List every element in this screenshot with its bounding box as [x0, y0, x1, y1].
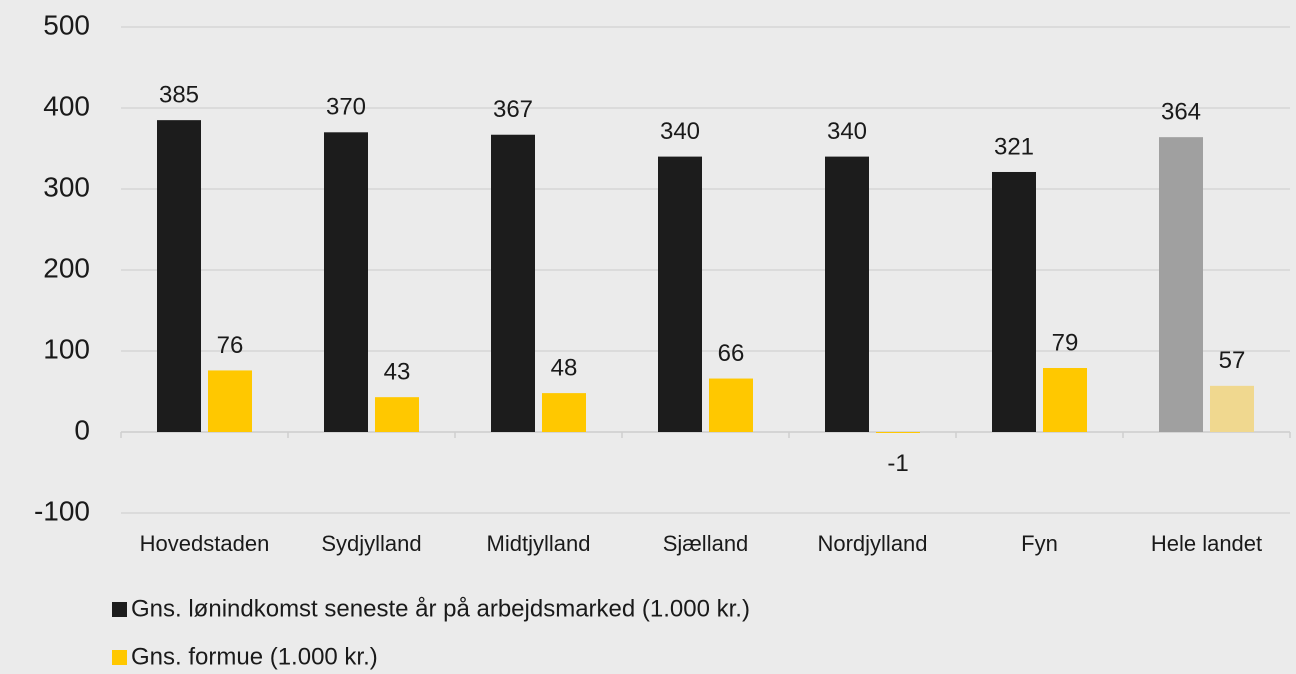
value-label: 340	[827, 118, 867, 145]
y-tick-label: 500	[43, 9, 90, 40]
value-label: 76	[217, 332, 244, 359]
y-tick-label: 300	[43, 171, 90, 202]
bar	[1043, 368, 1087, 432]
value-label: 79	[1052, 329, 1079, 356]
x-tick-label: Fyn	[1021, 531, 1058, 556]
value-label: 43	[384, 359, 411, 386]
value-label: 370	[326, 94, 366, 121]
value-label: -1	[887, 450, 908, 477]
value-label: 66	[718, 340, 745, 367]
bar	[992, 171, 1036, 433]
value-label: 57	[1219, 347, 1246, 374]
bar	[1210, 385, 1254, 432]
value-label: 385	[159, 81, 199, 108]
bar	[825, 156, 869, 432]
y-tick-label: 0	[74, 414, 90, 445]
bar	[1159, 137, 1203, 432]
y-tick-label: 400	[43, 90, 90, 121]
x-tick-label: Sydjylland	[321, 531, 421, 556]
bar	[658, 156, 702, 432]
bar	[324, 132, 368, 433]
legend-swatch	[112, 650, 127, 665]
bar	[876, 432, 920, 433]
x-tick-label: Hele landet	[1151, 531, 1262, 556]
value-label: 364	[1161, 99, 1201, 126]
x-tick-label: Nordjylland	[817, 531, 927, 556]
x-tick-label: Sjælland	[663, 531, 749, 556]
y-tick-label: 100	[43, 333, 90, 364]
x-tick-label: Midtjylland	[487, 531, 591, 556]
value-label: 367	[493, 96, 533, 123]
value-label: 321	[994, 133, 1034, 160]
bar	[542, 393, 586, 432]
value-label: 48	[551, 354, 578, 381]
bar	[157, 120, 201, 433]
bar	[375, 397, 419, 432]
legend-label: Gns. lønindkomst seneste år på arbejdsma…	[131, 595, 750, 622]
bar	[491, 134, 535, 433]
legend-label: Gns. formue (1.000 kr.)	[131, 643, 378, 670]
y-tick-label: -100	[34, 495, 90, 526]
legend-swatch	[112, 602, 127, 617]
value-label: 340	[660, 118, 700, 145]
bar	[709, 378, 753, 432]
bar	[208, 370, 252, 432]
x-tick-label: Hovedstaden	[140, 531, 270, 556]
y-tick-label: 200	[43, 252, 90, 283]
